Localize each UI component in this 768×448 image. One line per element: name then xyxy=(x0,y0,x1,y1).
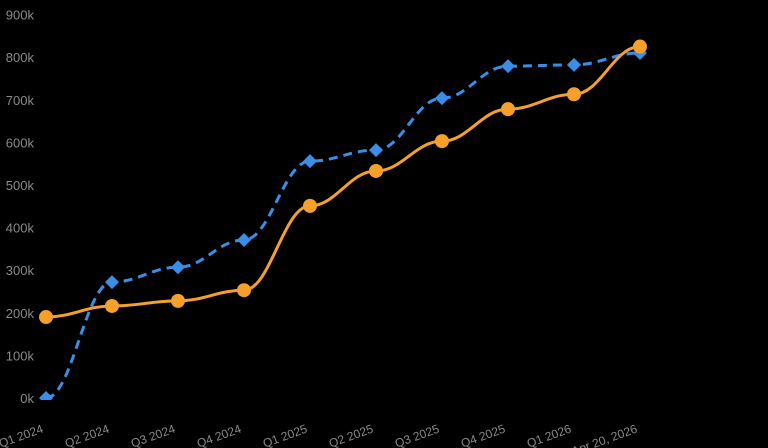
y-tick-label: 600k xyxy=(6,135,35,150)
data-point-solid-orange[interactable] xyxy=(303,198,317,213)
y-tick-label: 200k xyxy=(6,306,35,321)
data-point-dashed-blue[interactable] xyxy=(171,260,185,275)
data-point-solid-orange[interactable] xyxy=(237,283,251,298)
x-tick-label: Q2 2025 xyxy=(327,422,375,448)
series-group xyxy=(39,39,647,405)
data-point-solid-orange[interactable] xyxy=(567,87,581,102)
series-line-dashed-blue xyxy=(45,51,641,400)
x-tick-label: Apr 20, 2026 xyxy=(570,422,640,448)
data-point-dashed-blue[interactable] xyxy=(435,91,449,106)
data-point-solid-orange[interactable] xyxy=(39,310,53,325)
data-point-solid-orange[interactable] xyxy=(435,134,449,149)
data-point-dashed-blue[interactable] xyxy=(501,59,515,74)
data-point-solid-orange[interactable] xyxy=(501,102,515,117)
data-point-solid-orange[interactable] xyxy=(105,298,119,313)
x-axis: Q1 2024 Q2 2024 Q3 2024 Q4 2024 Q1 2025 Q2 20… xyxy=(0,422,639,448)
x-tick-label: Q1 2025 xyxy=(261,422,309,448)
data-point-dashed-blue[interactable] xyxy=(303,154,317,169)
data-point-dashed-blue[interactable] xyxy=(567,57,581,72)
x-tick-label: Q3 2025 xyxy=(393,422,441,448)
x-tick-label: Q2 2024 xyxy=(63,422,111,448)
data-point-dashed-blue[interactable] xyxy=(369,143,383,158)
data-point-dashed-blue[interactable] xyxy=(105,275,119,290)
x-tick-label: Q4 2025 xyxy=(459,422,507,448)
x-tick-label: Q3 2024 xyxy=(129,422,177,448)
x-tick-label: Q1 2026 xyxy=(525,422,573,448)
x-tick-label: Q4 2024 xyxy=(195,422,243,448)
series-line-solid-orange xyxy=(45,45,641,319)
y-tick-label: 400k xyxy=(6,221,35,236)
data-point-dashed-blue[interactable] xyxy=(39,391,53,405)
y-tick-label: 0k xyxy=(20,391,34,406)
data-point-solid-orange[interactable] xyxy=(369,163,383,178)
data-point-solid-orange[interactable] xyxy=(171,293,185,308)
y-tick-label: 900k xyxy=(6,8,35,23)
x-tick-label: Q1 2024 xyxy=(0,422,45,448)
y-tick-label: 700k xyxy=(6,93,35,108)
y-tick-label: 800k xyxy=(6,50,35,65)
y-axis: 0k 100k 200k 300k 400k 500k 600k 700k 800k 900k xyxy=(6,8,35,406)
data-point-dashed-blue[interactable] xyxy=(237,232,251,247)
data-point-solid-orange[interactable] xyxy=(633,39,647,54)
y-tick-label: 100k xyxy=(6,348,35,363)
y-tick-label: 500k xyxy=(6,178,35,193)
y-tick-label: 300k xyxy=(6,263,35,278)
